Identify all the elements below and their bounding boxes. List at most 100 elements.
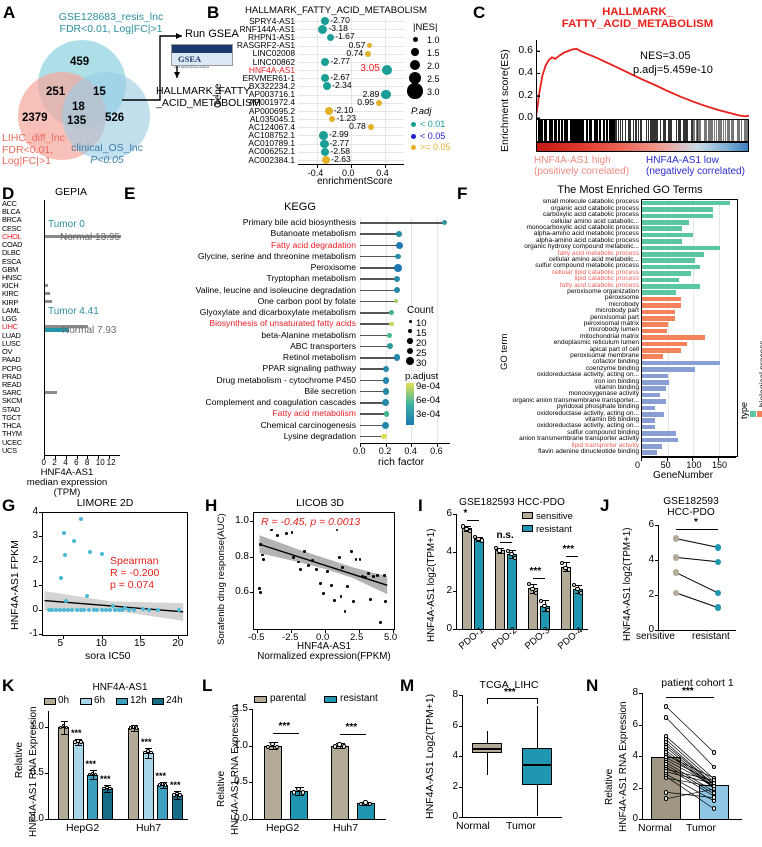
category-label: Huh7 [136,822,162,834]
gene-name-label: LINC02008 [252,48,295,59]
go-term-label: pyridoxal phosphate binding [556,403,639,411]
tissue-label: SARC [2,388,22,398]
group-bar [101,788,113,819]
go-term-label: carboxylic acid catabolic process [542,211,639,219]
x-tick-label: -0.5 [248,632,265,643]
tissue-label: COAD [2,240,23,250]
paired-point-sensitive [672,554,680,561]
x-tick-label: 4 [63,458,68,467]
go-term-label: organic anion transmembrane transporter.… [512,396,639,404]
go-term-label: microbody lumen [588,326,639,334]
scatter-point [270,528,274,532]
scatter-point [258,591,262,594]
scatter-point [176,608,181,613]
lollipop-dot [382,365,389,373]
panel-h-stats: R = -0.45, p = 0.0013 [261,516,361,528]
data-point [93,772,98,777]
gene-name-label: AC010789.1 [248,138,295,149]
lollipop-stem [360,255,398,258]
go-term-bar [642,264,701,270]
lollipop-dot [394,354,401,361]
go-term-label: lipid catabolic process [574,275,639,283]
gene-dot [376,99,383,106]
gene-nes-value: -2.34 [332,80,352,91]
gene-dot [322,155,331,164]
scatter-point [376,574,380,577]
go-term-label: monooxygenase activity [568,390,639,398]
go-term-label: microbody part [595,307,639,315]
panel-j-y-axis-label: HNF4A-AS1 log2(TPM+1) [622,527,633,641]
panel-k-legend: 0h 6h 12h 24h [44,695,194,709]
pathway-label: beta-Alanine metabolism [261,329,356,340]
legend-count-dot [407,328,413,334]
go-term-label: mitochondrial matrix [580,332,639,340]
pathway-label: Retinol metabolism [282,352,356,363]
rank-tick [585,120,588,141]
rank-tick [634,120,636,141]
y-tick-label: 0.4 [518,66,533,79]
legend-padjust-tick: 3e-04 [416,409,441,420]
panel-n-title: patient cohort 1 [661,677,734,689]
rank-tick [663,120,665,141]
legend-color-dot [411,133,416,139]
tissue-label: LUAD [2,330,21,340]
go-term-bar [642,283,700,289]
rank-tick [628,120,630,141]
scatter-point [383,574,386,577]
panel-j-label: J [600,496,610,515]
gene-nes-value: 2.89 [362,88,380,99]
lollipop-stem [360,390,386,393]
group-bar [72,742,84,819]
data-point [461,524,466,529]
go-term-bar [642,411,664,417]
gene-name-label: AC002384.1 [248,154,295,165]
data-point [270,741,275,747]
scatter-point [116,608,121,613]
scatter-point [302,549,306,553]
whisker-upper [487,731,488,744]
legend-size-dot [412,36,418,42]
lollipop-dot [394,275,401,282]
rank-tick [551,120,554,141]
rank-tick [745,120,747,141]
scatter-point [338,556,342,559]
x-tick-label: 0 [635,460,641,470]
scatter-point [321,591,325,595]
go-term-bar [642,418,655,424]
scatter-point [79,517,84,522]
legend-count-label: 25 [416,348,427,359]
scatter-point [292,556,295,559]
paired-point-tumor [711,750,717,755]
y-tick-label: 0 [632,813,638,824]
rank-tick [731,120,733,141]
panel-c-correlation-gradient [536,142,749,152]
data-point [108,786,112,791]
gene-dot [326,33,335,41]
rank-tick [669,120,671,141]
go-term-bar [642,213,713,219]
rank-tick [652,120,654,141]
go-term-bar [642,303,681,308]
legend-swatch [44,698,56,705]
x-tick-label: 0.4 [404,446,417,456]
normal-bar [45,283,48,287]
legend-padjust-title: p.adjust [405,371,439,382]
y-tick-label: -1 [29,628,38,639]
legend-count-dot [407,338,413,344]
y-tick-label: 0 [452,811,458,822]
pathway-label: Chemical carcinogenesis [260,419,356,430]
panel-n-y-axis-label: Relative [604,768,615,805]
panel-d-annot-tumor-lihc: Tumor 4.41 [48,306,99,317]
x-tick-label: 0.0 [316,632,330,643]
gene-dot [381,65,392,76]
legend-label: sensitive [536,511,573,522]
significance-label: *** [141,736,152,747]
data-point [163,783,168,787]
legend-color-label: >= 0.05 [420,142,451,152]
venn-count-top-right: 15 [93,86,106,98]
paired-point-sensitive [672,589,680,597]
panel-l-legend: parental resistant [254,693,392,707]
panel-b-title: HALLMARK_FATTY_ACID_METABOLISM [245,5,427,16]
y-tick-label: 4 [632,750,638,761]
regression-overlay [259,535,388,595]
